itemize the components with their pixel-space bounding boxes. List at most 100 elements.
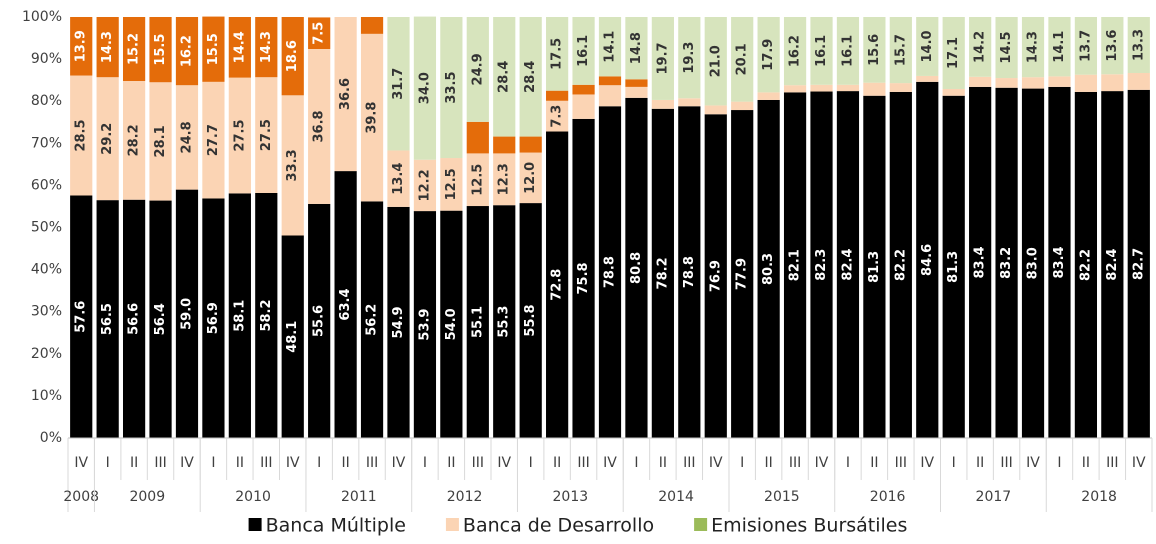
- bar-segment: [598, 76, 622, 86]
- bar-segment: [1021, 77, 1045, 89]
- bar-segment: [783, 92, 807, 438]
- bar-segment: [995, 87, 1018, 438]
- data-label: 55.3: [497, 306, 512, 338]
- bar-segment: [334, 171, 357, 438]
- bar-segment: [546, 90, 569, 101]
- bar-segment: [466, 153, 489, 207]
- data-label: 13.3: [1131, 29, 1146, 61]
- bar-segment: [598, 17, 622, 77]
- bar-segment: [969, 86, 992, 439]
- bar-segment: [96, 77, 119, 201]
- bar-segment: [1021, 88, 1045, 438]
- x-tick-label: IV: [286, 455, 300, 471]
- data-label: 12.3: [497, 163, 512, 195]
- bar-segment: [1127, 89, 1150, 438]
- bar-segment: [678, 17, 701, 99]
- bar-segment: [810, 17, 833, 85]
- x-tick-label: I: [529, 455, 533, 471]
- x-tick-label: III: [577, 455, 589, 471]
- data-label: 15.2: [127, 33, 142, 65]
- bar-segment: [757, 92, 780, 100]
- bar-segment: [466, 121, 489, 154]
- data-label: 56.4: [153, 303, 168, 335]
- data-label: 7.3: [550, 105, 565, 128]
- x-tick-label: IV: [815, 455, 829, 471]
- bar-segment: [836, 84, 860, 92]
- data-label: 83.4: [1052, 246, 1067, 278]
- bar-segment: [546, 17, 569, 91]
- x-tick-label: II: [341, 455, 349, 471]
- data-label: 15.5: [153, 34, 168, 66]
- y-tick-label: 90%: [31, 51, 62, 67]
- data-label: 12.5: [470, 164, 485, 196]
- bar-segment: [572, 118, 595, 438]
- bar-segment: [1074, 91, 1098, 439]
- bar-segment: [70, 17, 93, 76]
- bar-segment: [228, 17, 251, 78]
- bar-segment: [440, 17, 463, 159]
- data-label: 58.2: [259, 299, 274, 331]
- data-label: 14.2: [973, 31, 988, 63]
- data-label: 78.8: [682, 256, 697, 288]
- x-tick-label: IV: [497, 455, 511, 471]
- data-label: 57.6: [74, 301, 89, 333]
- data-label: 16.2: [788, 35, 803, 67]
- data-label: 34.0: [417, 72, 432, 104]
- data-label: 84.6: [920, 244, 935, 276]
- data-label: 14.5: [999, 31, 1014, 63]
- bar-segment: [678, 106, 701, 438]
- data-label: 33.5: [444, 71, 459, 103]
- y-tick-label: 20%: [31, 346, 62, 362]
- year-label: 2016: [870, 489, 906, 505]
- year-label: 2017: [976, 489, 1012, 505]
- data-label: 54.9: [391, 306, 406, 338]
- bar-segment: [678, 98, 701, 107]
- x-tick-label: III: [789, 455, 801, 471]
- bar-segment: [360, 17, 384, 34]
- bar-segment: [651, 17, 674, 100]
- bar-segment: [1127, 17, 1150, 73]
- data-label: 17.1: [946, 37, 961, 69]
- bar-segment: [149, 17, 172, 83]
- bar-segment: [122, 80, 146, 200]
- bar-segment: [1048, 17, 1071, 77]
- bar-segment: [308, 17, 331, 49]
- data-label: 17.9: [761, 39, 776, 71]
- year-label: 2008: [63, 489, 99, 505]
- bar-segment: [1127, 72, 1150, 90]
- bar-segment: [836, 91, 860, 438]
- bar-segment: [1101, 91, 1124, 438]
- bar-segment: [360, 33, 384, 202]
- year-label: 2014: [658, 489, 694, 505]
- x-tick-label: IV: [392, 455, 406, 471]
- bar-segment: [334, 17, 357, 172]
- bar-segment: [281, 235, 304, 438]
- data-label: 14.4: [232, 31, 247, 63]
- data-label: 83.0: [1026, 247, 1041, 279]
- legend-label: Banca de Desarrollo: [463, 515, 654, 537]
- data-label: 36.8: [312, 110, 327, 142]
- y-tick-label: 60%: [31, 177, 62, 193]
- data-label: 15.6: [867, 34, 882, 66]
- bar-segment: [281, 17, 304, 96]
- data-label: 16.2: [179, 35, 194, 67]
- data-label: 13.9: [74, 30, 89, 62]
- year-label: 2015: [764, 489, 800, 505]
- data-label: 82.2: [1078, 249, 1093, 281]
- bar-segment: [810, 91, 833, 438]
- bar-segment: [519, 203, 542, 438]
- data-label: 56.5: [100, 303, 115, 335]
- data-label: 63.4: [338, 289, 353, 321]
- y-tick-label: 40%: [31, 262, 62, 278]
- bar-segment: [202, 198, 225, 438]
- bar-segment: [625, 97, 648, 438]
- bar-segment: [810, 84, 833, 92]
- data-label: 82.4: [840, 249, 855, 281]
- data-label: 56.2: [365, 304, 380, 336]
- data-label: 24.8: [179, 121, 194, 153]
- data-label: 33.3: [285, 149, 300, 181]
- data-label: 78.2: [655, 257, 670, 289]
- data-label: 58.1: [232, 300, 247, 332]
- data-label: 82.3: [814, 249, 829, 281]
